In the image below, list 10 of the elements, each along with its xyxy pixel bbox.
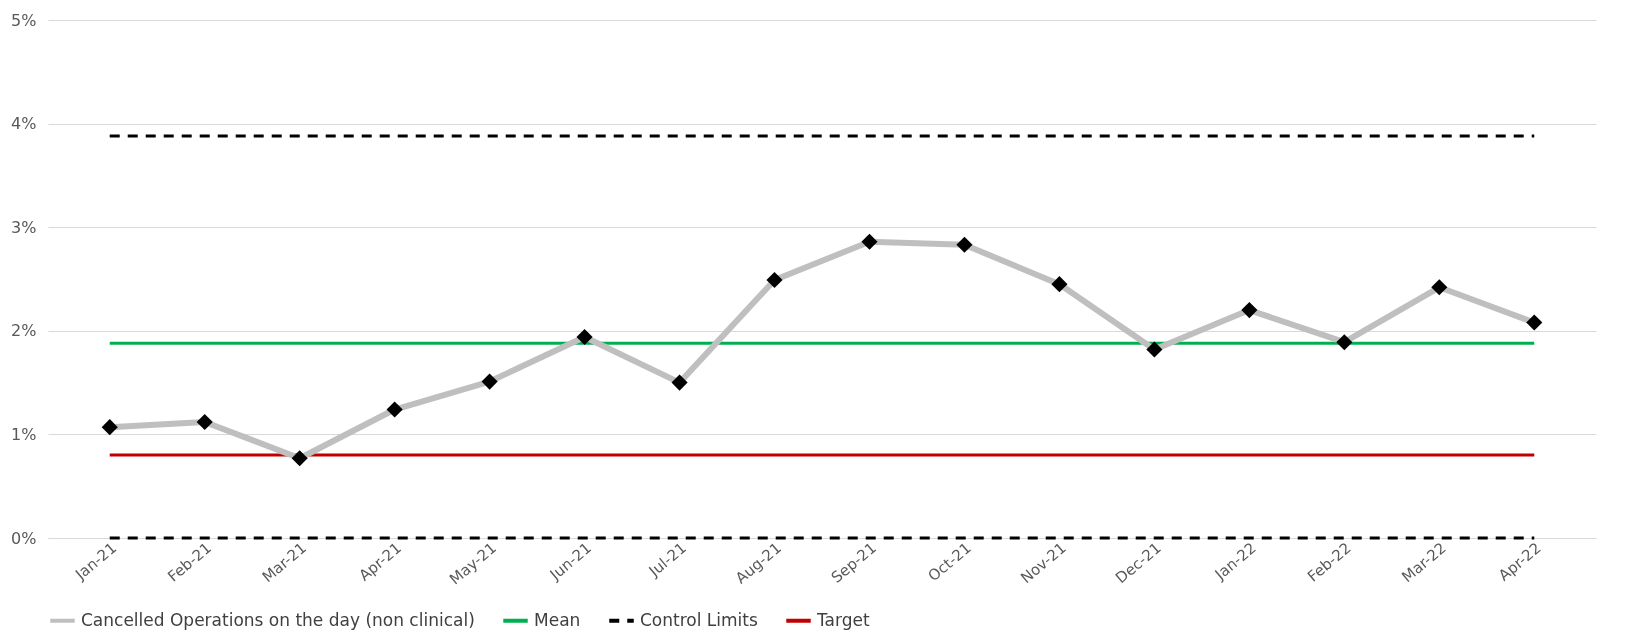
y-tick-label: 5% [11,10,37,30]
y-tick-label: 2% [11,321,37,341]
y-tick-label: 0% [11,528,37,548]
legend-label: Target [816,609,870,630]
legend-label: Mean [534,609,581,630]
y-tick-label: 1% [11,424,37,444]
legend-label: Control Limits [640,609,758,630]
y-tick-label: 4% [11,114,37,134]
legend-label: Cancelled Operations on the day (non clinical) [81,609,475,630]
y-tick-label: 3% [11,217,37,237]
